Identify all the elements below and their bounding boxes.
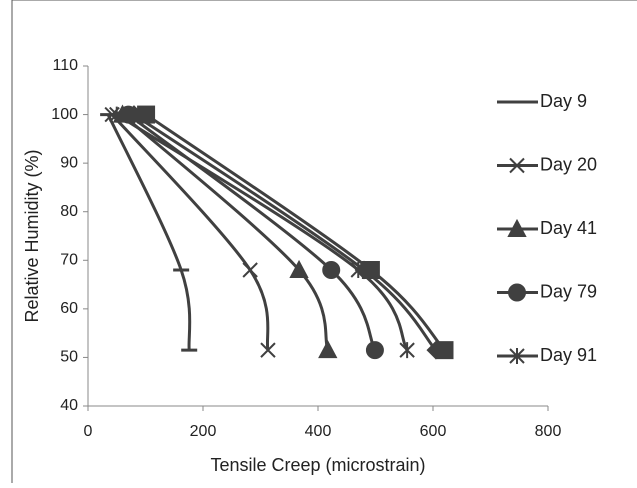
- legend-label: Day 79: [540, 281, 597, 301]
- y-tick-label: 60: [60, 300, 78, 317]
- series-line: [127, 113, 377, 351]
- legend-label: Day 41: [540, 218, 597, 238]
- x-axis-label: Tensile Creep (microstrain): [210, 455, 425, 475]
- marker: [361, 261, 380, 279]
- marker: [399, 342, 415, 359]
- series-line: [115, 113, 409, 351]
- marker: [435, 341, 454, 360]
- series-line: [133, 113, 438, 352]
- marker: [137, 105, 156, 124]
- y-tick-label: 40: [60, 397, 78, 414]
- marker: [260, 342, 276, 358]
- marker: [242, 262, 258, 278]
- legend-marker: [507, 218, 527, 237]
- x-tick-label: 600: [420, 423, 447, 440]
- legend-label: Day 9: [540, 91, 587, 111]
- marker: [322, 261, 341, 279]
- marker: [289, 259, 309, 278]
- series-line: [145, 113, 446, 352]
- series-line: [121, 113, 330, 351]
- legend-marker: [508, 283, 526, 302]
- y-tick-label: 100: [51, 106, 78, 123]
- series-line: [111, 113, 270, 351]
- x-tick-label: 400: [305, 423, 332, 440]
- marker: [109, 106, 125, 123]
- legend-label: Day 20: [540, 154, 597, 174]
- x-tick-label: 200: [190, 423, 217, 440]
- legend-marker: [509, 348, 525, 364]
- y-tick-label: 70: [60, 252, 78, 269]
- y-tick-label: 90: [60, 154, 78, 171]
- y-axis-label: Relative Humidity (%): [22, 149, 42, 322]
- y-tick-label: 110: [52, 57, 78, 74]
- marker: [365, 341, 384, 360]
- y-tick-label: 50: [60, 349, 78, 366]
- legend-label: Day 91: [540, 345, 597, 365]
- series-line: [106, 113, 192, 351]
- y-tick-label: 80: [60, 203, 78, 220]
- x-tick-label: 800: [535, 423, 562, 440]
- chart-border: [11, 0, 637, 488]
- x-tick-label: 0: [84, 423, 93, 440]
- marker: [318, 340, 338, 359]
- legend-marker: [509, 157, 525, 174]
